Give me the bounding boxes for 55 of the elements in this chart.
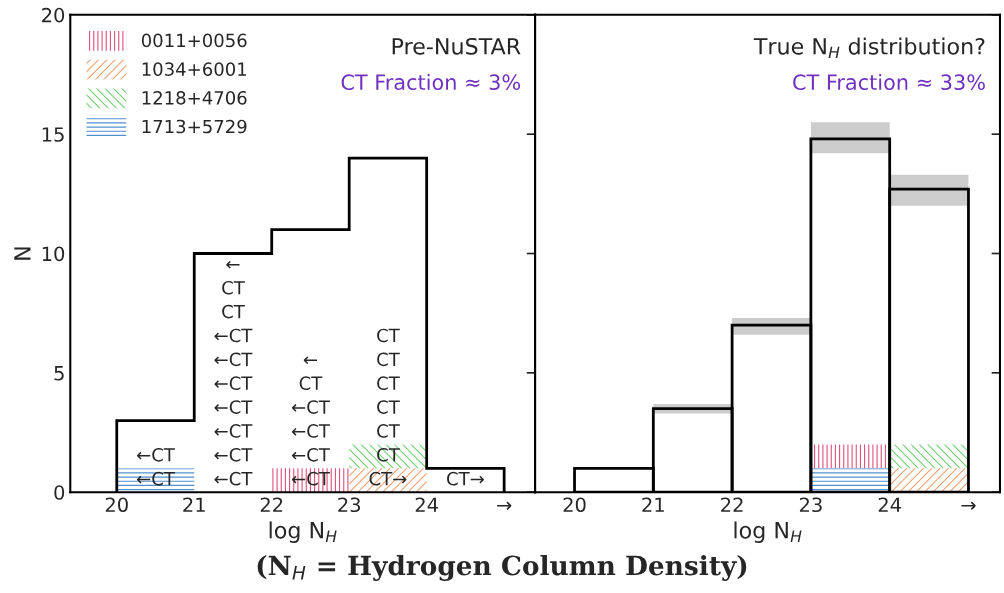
annotation: ←CT <box>214 328 253 343</box>
y-axis-title: N <box>14 247 31 260</box>
bar <box>810 468 890 493</box>
annotation: CT→ <box>447 471 484 486</box>
annotation: CT <box>377 328 400 343</box>
annotation: ← <box>303 356 317 365</box>
text: (N$_{H}$ = Hydrogen Column Density) <box>257 555 747 581</box>
annotation: ←CT <box>214 447 253 462</box>
x-tick-label: → <box>961 501 976 510</box>
annotation: ←CT <box>137 471 175 486</box>
x-tick-label: 20 <box>563 497 586 513</box>
y-tick-label: 5 <box>54 366 64 381</box>
x-tick-label: 24 <box>878 497 901 512</box>
x-tick-label: 21 <box>183 497 205 512</box>
legend-label: 0011+0056 <box>141 33 247 48</box>
y-tick-label: 20 <box>42 7 65 23</box>
x-tick-label: 24 <box>415 497 438 512</box>
annotation: CT <box>377 352 400 367</box>
annotation: ←CT <box>214 424 253 438</box>
y-tick-label: 0 <box>54 485 65 500</box>
annotation: CT <box>222 304 245 319</box>
x-tick-label: 23 <box>799 497 822 513</box>
text: CT Fraction ≈ 33% <box>793 73 985 91</box>
annotation: ←CT <box>291 424 330 438</box>
text: CT Fraction ≈ 3% <box>341 73 521 91</box>
x-tick-label: → <box>497 501 512 510</box>
annotation: CT <box>299 376 323 391</box>
legend-label: 1713+5729 <box>142 119 247 134</box>
text: True N$_{H}$ distribution? <box>753 37 985 59</box>
x-axis-title: log N$_{H}$ <box>734 521 802 543</box>
x-tick-label: 21 <box>642 497 664 512</box>
annotation: ←CT <box>291 400 330 414</box>
x-tick-label: 23 <box>338 497 360 513</box>
x-tick-label: 22 <box>260 497 283 512</box>
annotation: CT <box>377 376 400 391</box>
legend-label: 1034+6001 <box>142 62 247 76</box>
legend-label: 1218+4706 <box>142 90 247 105</box>
annotation: ←CT <box>214 400 253 414</box>
annotation: ← <box>226 260 240 269</box>
annotation: ←CT <box>214 471 253 486</box>
bar <box>889 468 969 493</box>
annotation: CT <box>377 424 400 438</box>
annotation: ←CT <box>137 447 175 462</box>
y-tick-label: 15 <box>42 127 64 142</box>
annotation: CT <box>377 400 400 414</box>
annotation: ←CT <box>214 376 253 391</box>
annotation: ←CT <box>214 352 253 367</box>
x-axis-title: log N$_{H}$ <box>269 521 337 543</box>
y-tick-label: 10 <box>42 246 65 262</box>
text: Pre-NuSTAR <box>392 37 521 55</box>
x-tick-label: 22 <box>721 497 743 512</box>
annotation: ←CT <box>291 447 330 462</box>
bar <box>889 444 969 469</box>
x-tick-label: 20 <box>105 497 128 513</box>
annotation: CT <box>222 280 245 295</box>
